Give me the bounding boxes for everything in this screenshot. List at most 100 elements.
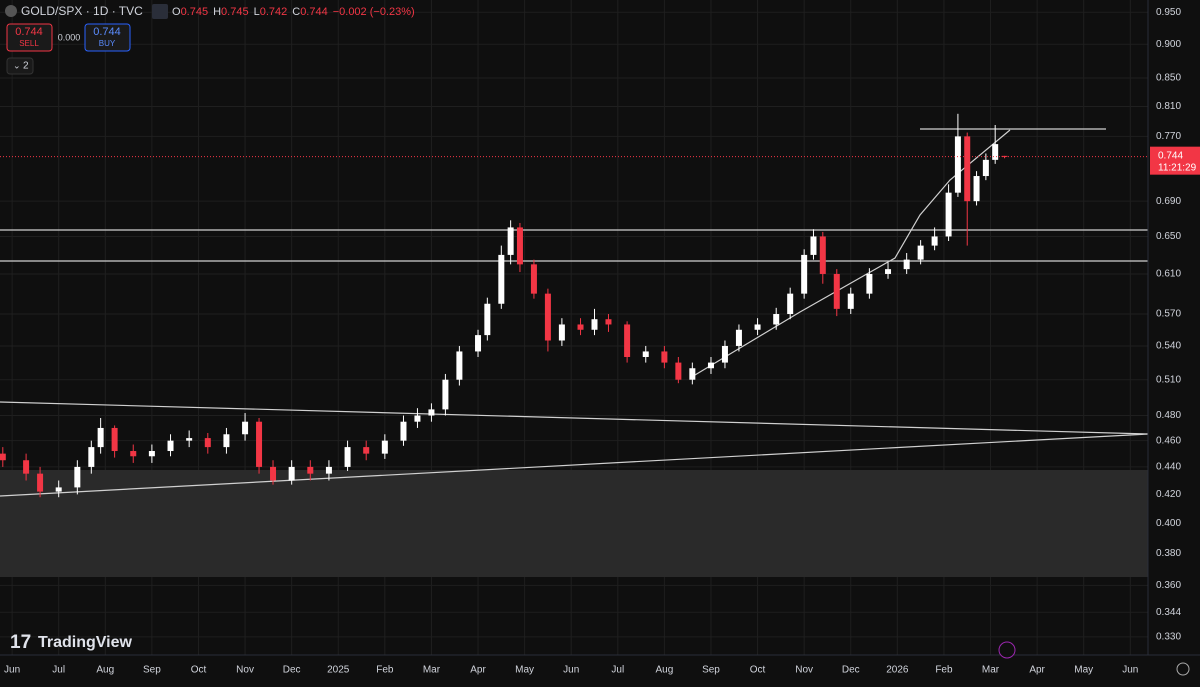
price-label-box <box>1150 146 1200 175</box>
candle-body <box>787 293 794 315</box>
candle-body <box>992 144 999 160</box>
y-tick-label: 0.690 <box>1156 196 1181 207</box>
x-tick-label: Aug <box>96 665 114 676</box>
candle-body <box>773 314 780 325</box>
candle-body <box>544 293 551 341</box>
compare-button[interactable] <box>152 4 168 19</box>
candle-body <box>801 254 808 294</box>
candle-body <box>847 293 854 309</box>
candle-body <box>866 273 873 294</box>
candle-body <box>414 415 421 422</box>
x-tick-label: Mar <box>982 665 1000 676</box>
price-axis <box>1148 0 1200 682</box>
ohlc-letter: L <box>254 6 260 18</box>
y-tick-label: 0.850 <box>1156 73 1181 84</box>
y-tick-label: 0.570 <box>1156 309 1181 320</box>
axes: 0.950 0.900 0.850 0.810 0.770 0.690 0.650 0.610… <box>4 7 1200 676</box>
x-tick-label: Dec <box>283 665 301 676</box>
candle-body <box>931 236 938 246</box>
x-tick-label: Aug <box>655 665 673 676</box>
candle-body <box>344 447 351 467</box>
y-tick-label: 0.900 <box>1156 39 1181 50</box>
x-tick-label: Oct <box>191 665 207 676</box>
y-tick-label: 0.440 <box>1156 462 1181 473</box>
candle-body <box>307 466 314 474</box>
y-tick-label: 0.950 <box>1156 7 1181 18</box>
y-tick-label: 0.770 <box>1156 131 1181 142</box>
settings-button[interactable] <box>1176 662 1190 676</box>
lightning-button[interactable] <box>998 641 1016 659</box>
buy-button[interactable] <box>84 23 131 52</box>
countdown: 11:21:29 <box>1158 162 1197 173</box>
x-tick-label: Apr <box>1029 665 1045 676</box>
x-tick-label: 2025 <box>327 665 350 676</box>
candle-body <box>204 438 211 448</box>
candle-body <box>964 136 971 202</box>
candle-body <box>186 438 193 441</box>
x-tick-label: Jun <box>563 665 579 676</box>
ohlc-value: 0.745 <box>221 6 249 18</box>
sell-button[interactable] <box>6 23 53 52</box>
x-tick-label: Jul <box>611 665 624 676</box>
y-tick-label: 0.360 <box>1156 580 1181 591</box>
candle-body <box>661 351 668 363</box>
candle-body <box>270 466 277 481</box>
candle-body <box>885 269 892 274</box>
sell-label: SELL <box>19 39 39 48</box>
candle-body <box>148 451 155 457</box>
x-tick-label: May <box>515 665 534 676</box>
trendline <box>0 433 1149 497</box>
x-tick-label: Jul <box>52 665 65 676</box>
candle-body <box>442 379 449 410</box>
candle-body <box>530 264 537 294</box>
x-tick-label: Dec <box>842 665 860 676</box>
candle-body <box>624 324 631 357</box>
candle-body <box>1001 155 1008 157</box>
x-tick-label: Feb <box>376 665 394 676</box>
x-tick-label: Jun <box>1122 665 1138 676</box>
candle-body <box>363 447 370 454</box>
candle-body <box>689 368 696 380</box>
indicator-chevron: ⌄ <box>13 60 21 70</box>
candle-body <box>130 451 137 457</box>
symbol[interactable]: GOLD/SPX · 1D · TVC <box>21 4 143 18</box>
x-tick-label: Feb <box>935 665 953 676</box>
candle-body <box>754 324 761 330</box>
candle-body <box>707 362 714 369</box>
ohlc-letter: O <box>172 6 181 18</box>
candle-body <box>74 466 81 488</box>
candle-body <box>558 324 565 341</box>
candle-body <box>982 159 989 177</box>
candle-body <box>819 236 826 274</box>
candle-body <box>381 440 388 454</box>
candle-body <box>37 473 44 492</box>
indicator-count: 2 <box>23 61 29 72</box>
brand: TradingView <box>38 634 133 651</box>
candle-body <box>945 192 952 237</box>
symbol-icon <box>5 5 17 17</box>
candle-body <box>973 176 980 202</box>
candle-body <box>675 362 682 380</box>
y-tick-label: 0.510 <box>1156 374 1181 385</box>
candle-body <box>88 447 95 467</box>
candle-body <box>917 245 924 260</box>
buy-label: BUY <box>99 39 116 48</box>
change: −0.002 (−0.23%) <box>333 6 415 18</box>
x-tick-label: Sep <box>702 665 720 676</box>
candle-body <box>97 427 104 448</box>
candle-body <box>325 466 332 474</box>
candle-body <box>810 236 817 255</box>
y-tick-label: 0.420 <box>1156 489 1181 500</box>
candle-body <box>484 303 491 336</box>
x-tick-label: Nov <box>795 665 813 676</box>
candle-body <box>242 421 249 435</box>
candle-body <box>833 273 840 309</box>
candle-body <box>475 335 482 352</box>
ohlc-value: 0.742 <box>260 6 288 18</box>
indicator-toggle[interactable] <box>6 57 34 75</box>
logo-mark: 17 <box>10 632 31 653</box>
candle-body <box>23 460 30 474</box>
